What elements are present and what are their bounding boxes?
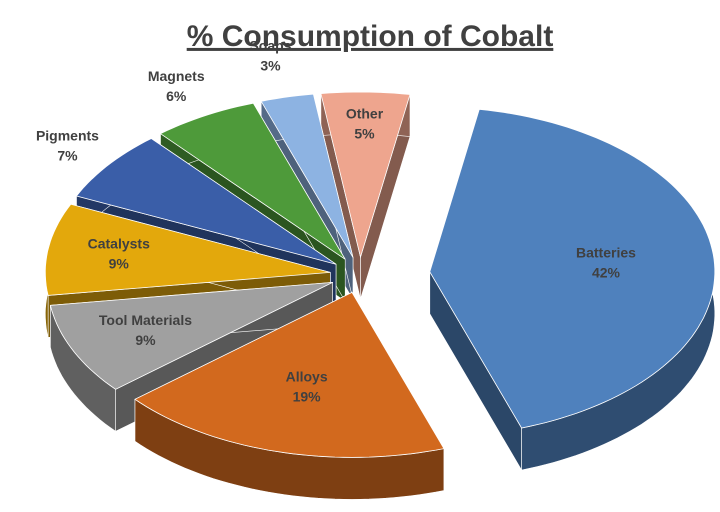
slice-label: Pigments bbox=[36, 128, 99, 144]
chart-title: % Consumption of Cobalt bbox=[187, 20, 554, 53]
slice bbox=[320, 91, 411, 259]
slice bbox=[44, 203, 331, 296]
slice-label: Catalysts bbox=[88, 235, 150, 251]
slice bbox=[159, 102, 346, 260]
slice bbox=[49, 282, 333, 390]
slice-label: Other bbox=[346, 106, 384, 122]
value-label: 6% bbox=[166, 88, 187, 104]
slice-label: Soaps bbox=[249, 38, 291, 54]
value-label: 7% bbox=[57, 148, 78, 164]
slice bbox=[260, 93, 354, 258]
value-label: 5% bbox=[354, 126, 375, 142]
slice-label: Magnets bbox=[148, 68, 205, 84]
slice bbox=[75, 138, 337, 265]
slice bbox=[429, 108, 716, 429]
value-label: 19% bbox=[293, 389, 322, 405]
value-label: 9% bbox=[109, 255, 130, 271]
slice bbox=[134, 291, 445, 458]
value-label: 42% bbox=[592, 265, 621, 281]
value-label: 9% bbox=[135, 332, 156, 348]
slice-label: Tool Materials bbox=[99, 312, 192, 328]
slice-label: Batteries bbox=[576, 245, 636, 261]
slice-label: Alloys bbox=[286, 369, 328, 385]
value-label: 3% bbox=[260, 58, 281, 74]
